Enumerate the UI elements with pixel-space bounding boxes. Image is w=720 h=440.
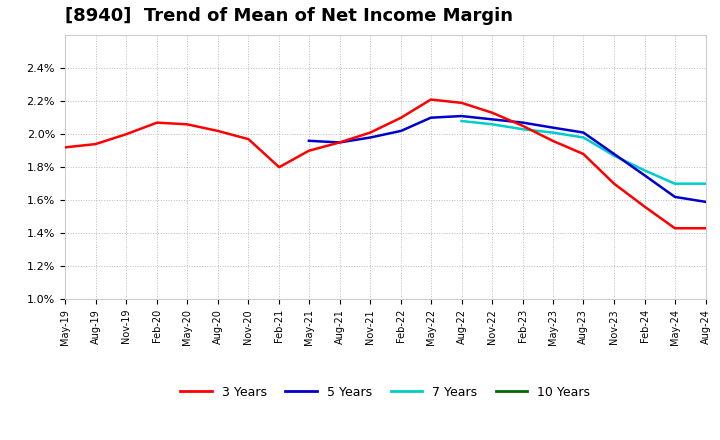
Text: [8940]  Trend of Mean of Net Income Margin: [8940] Trend of Mean of Net Income Margi… <box>65 7 513 26</box>
Legend: 3 Years, 5 Years, 7 Years, 10 Years: 3 Years, 5 Years, 7 Years, 10 Years <box>176 381 595 404</box>
